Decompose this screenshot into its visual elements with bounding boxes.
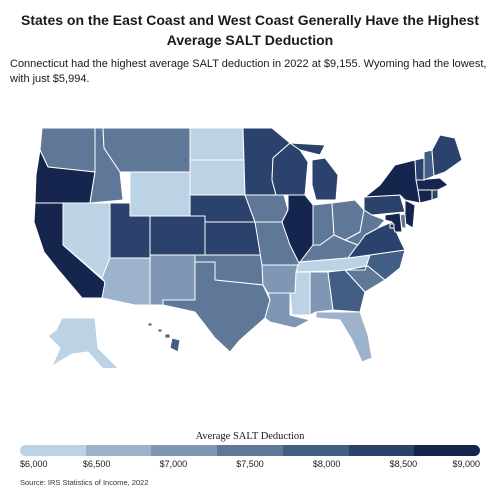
state-sd[interactable]: South Dakota <box>189 159 246 196</box>
state-mt[interactable]: Montana <box>102 127 191 173</box>
state-wy[interactable]: Wyoming <box>129 171 191 217</box>
legend-swatch <box>217 445 283 456</box>
state-ri[interactable]: Rhode Island <box>431 189 439 201</box>
legend-swatch <box>151 445 218 456</box>
state-ma[interactable]: Massachusetts <box>415 177 449 191</box>
legend-swatch <box>414 445 480 456</box>
legend-tick-label: $8,000 <box>312 459 341 469</box>
state-wa[interactable]: Washington <box>39 127 96 173</box>
legend-tick-label: $8,500 <box>389 459 418 469</box>
legend-tick-label: $6,500 <box>82 459 111 469</box>
state-md[interactable]: Maryland <box>384 212 403 233</box>
state-ga[interactable]: Georgia <box>327 269 366 313</box>
state-ct[interactable]: Connecticut <box>417 189 433 204</box>
legend-swatch <box>282 445 349 456</box>
legend-tick-label: $6,000 <box>20 459 48 469</box>
legend-tick-label: $7,000 <box>159 459 188 469</box>
state-nm[interactable]: New Mexico <box>149 254 196 306</box>
state-hi[interactable]: Hawaii <box>147 322 181 353</box>
legend-swatch <box>20 445 86 456</box>
state-az[interactable]: Arizona <box>101 257 151 306</box>
legend-ticks: $6,000 $6,500 $7,000 $7,500 $8,000 $8,500 $9,0… <box>20 459 480 471</box>
state-al[interactable]: Alabama <box>309 271 334 316</box>
legend-swatch <box>348 445 415 456</box>
legend-tick-label: $7,500 <box>236 459 264 469</box>
state-ks[interactable]: Kansas <box>204 221 263 256</box>
state-vt[interactable]: Vermont <box>414 157 425 181</box>
source-note: Source: IRS Statistics of Income, 2022 <box>20 478 149 487</box>
legend-color-bar <box>20 445 480 456</box>
state-nd[interactable]: North Dakota <box>189 127 245 161</box>
legend-title: Average SALT Deduction <box>195 431 305 442</box>
state-mi[interactable]: Michigan <box>289 142 339 201</box>
chart-title: States on the East Coast and West Coast … <box>21 12 479 48</box>
state-co[interactable]: Colorado <box>149 215 206 256</box>
state-la[interactable]: Louisiana <box>264 292 311 329</box>
state-dc[interactable]: District of Columbia <box>389 223 395 229</box>
us-choropleth-map: Washington Oregon California Idaho Nevad… <box>33 127 463 368</box>
state-pa[interactable]: Pennsylvania <box>363 194 406 216</box>
legend-swatch <box>85 445 152 456</box>
state-tx[interactable]: Texas <box>162 261 271 353</box>
state-me[interactable]: Maine <box>431 134 463 177</box>
state-fl[interactable]: Florida <box>315 311 373 363</box>
state-ak[interactable]: Alaska <box>47 317 119 368</box>
state-ar[interactable]: Arkansas <box>261 264 299 294</box>
legend-tick-label: $9,000 <box>452 459 480 469</box>
chart-subtitle: Connecticut had the highest average SALT… <box>10 58 487 85</box>
